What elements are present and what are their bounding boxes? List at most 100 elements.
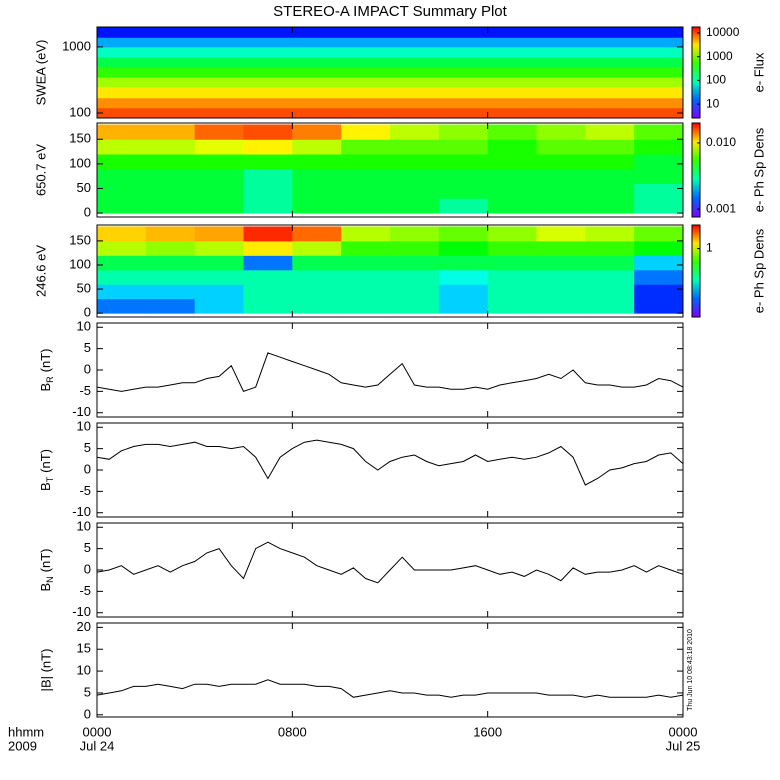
heatmap-cell [194, 284, 244, 300]
heatmap-cell [585, 284, 635, 300]
y-tick-label: 50 [77, 180, 91, 195]
title: STEREO-A IMPACT Summary Plot [273, 3, 507, 20]
panel-frame [96, 224, 684, 318]
heatmap-cell [536, 269, 586, 285]
heatmap-cell [487, 198, 537, 214]
heatmap-cell [194, 168, 244, 185]
y-tick-label: 1000 [62, 38, 91, 53]
heatmap-cell [292, 154, 342, 170]
heatmap-cell [634, 298, 684, 314]
heatmap-cell [487, 139, 537, 155]
y-axis-label-unit: (nT) [38, 348, 53, 372]
heatmap-cell [341, 124, 391, 140]
heatmap-cell [243, 284, 293, 300]
heatmap-cell [536, 168, 586, 185]
heatmap-cell [634, 139, 684, 155]
colorbar-tick-label: 10 [706, 96, 720, 110]
heatmap-cell [292, 168, 342, 185]
heatmap-cell [634, 226, 684, 242]
y-axis-label: |B| (nT) [38, 649, 53, 692]
y-axis-label-unit: (nT) [38, 449, 53, 473]
heatmap-cell [438, 154, 489, 170]
heatmap-cell [390, 298, 440, 314]
heatmap-cell [341, 255, 391, 271]
heatmap-cell [145, 240, 196, 256]
heatmap-cell [243, 240, 293, 256]
heatmap-cell [438, 298, 489, 314]
heatmap-cell [145, 269, 196, 285]
heatmap-cell [341, 139, 391, 155]
y-axis-label: SWEA (eV) [33, 40, 48, 106]
heatmap-cell [634, 168, 684, 185]
y-tick-label: 0 [84, 461, 91, 476]
heatmap-cell [634, 198, 684, 214]
y-tick-label: 10 [77, 319, 91, 334]
y-tick-label: -10 [72, 404, 91, 419]
x-tick-label: 0000 [669, 724, 698, 739]
x-tick-label: 0000 [83, 724, 112, 739]
x-axis-label: hhmm [8, 724, 44, 739]
heatmap-cell [145, 298, 196, 314]
x-tick-sublabel: Jul 25 [666, 738, 701, 753]
y-tick-label: 5 [84, 340, 91, 355]
heatmap-cell [536, 154, 586, 170]
panel-frame [96, 422, 684, 518]
colorbar [691, 224, 701, 318]
y-tick-label: 100 [69, 104, 91, 119]
y-axis-label-sub: R [45, 376, 55, 383]
y-tick-label: 0 [84, 305, 91, 320]
heatmap-cell [585, 240, 635, 256]
y-tick-label: 0 [84, 561, 91, 576]
y-tick-label: 5 [84, 540, 91, 555]
panel-frame [96, 622, 684, 718]
y-tick-label: 0 [84, 361, 91, 376]
heatmap-cell [194, 154, 244, 170]
heatmap-cell [390, 284, 440, 300]
y-tick-label: 0 [84, 706, 91, 721]
heatmap-cell [292, 139, 342, 155]
y-tick-label: -10 [72, 604, 91, 619]
heatmap-cell [536, 240, 586, 256]
heatmap-cell [438, 284, 489, 300]
heatmap-cell [292, 284, 342, 300]
heatmap-cell [341, 183, 391, 199]
y-tick-label: -10 [72, 504, 91, 519]
heatmap-row [97, 37, 683, 48]
heatmap-cell [438, 139, 489, 155]
heatmap-cell [145, 168, 196, 185]
heatmap-cell [243, 183, 293, 199]
heatmap-cell [390, 198, 440, 214]
data-line [96, 439, 684, 486]
heatmap-cell [194, 183, 244, 199]
heatmap-cell [145, 284, 196, 300]
colorbar-tick-label: 0.001 [706, 201, 736, 215]
panel-frame [96, 322, 684, 418]
heatmap-cell [194, 255, 244, 271]
heatmap-cell [97, 269, 147, 285]
heatmap-cell [341, 298, 391, 314]
heatmap-row [97, 97, 683, 109]
y-axis-label-unit: (nT) [38, 548, 53, 572]
x-axis-label: 2009 [8, 738, 37, 753]
heatmap-cell [438, 168, 489, 185]
heatmap-cell [341, 154, 391, 170]
heatmap-cell [243, 139, 293, 155]
heatmap-cell [585, 226, 635, 242]
heatmap-cell [585, 168, 635, 185]
data-line [96, 541, 684, 584]
timestamp: Thu Jun 10 08:43:18 2010 [687, 629, 694, 711]
heatmap-cell [585, 124, 635, 140]
y-axis-label: BT (nT) [38, 449, 55, 491]
colorbar-label: e- Ph Sp Dens [751, 228, 766, 313]
heatmap-cell [487, 284, 537, 300]
heatmap-cell [634, 284, 684, 300]
y-tick-label: 50 [77, 281, 91, 296]
heatmap-cell [487, 269, 537, 285]
heatmap-cell [634, 124, 684, 140]
y-axis-label: 246.6 eV [33, 245, 48, 297]
heatmap-cell [194, 269, 244, 285]
heatmap-cell [585, 183, 635, 199]
colorbar-label: e- Flux [751, 52, 766, 92]
heatmap-cell [585, 269, 635, 285]
